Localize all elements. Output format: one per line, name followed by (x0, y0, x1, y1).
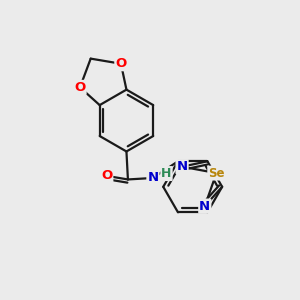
Text: H: H (161, 167, 172, 180)
Text: N: N (147, 172, 158, 184)
Text: O: O (101, 169, 112, 182)
Text: O: O (74, 81, 86, 94)
Text: O: O (115, 57, 127, 70)
Text: N: N (199, 200, 210, 213)
Text: N: N (176, 160, 188, 173)
Text: Se: Se (208, 167, 225, 180)
